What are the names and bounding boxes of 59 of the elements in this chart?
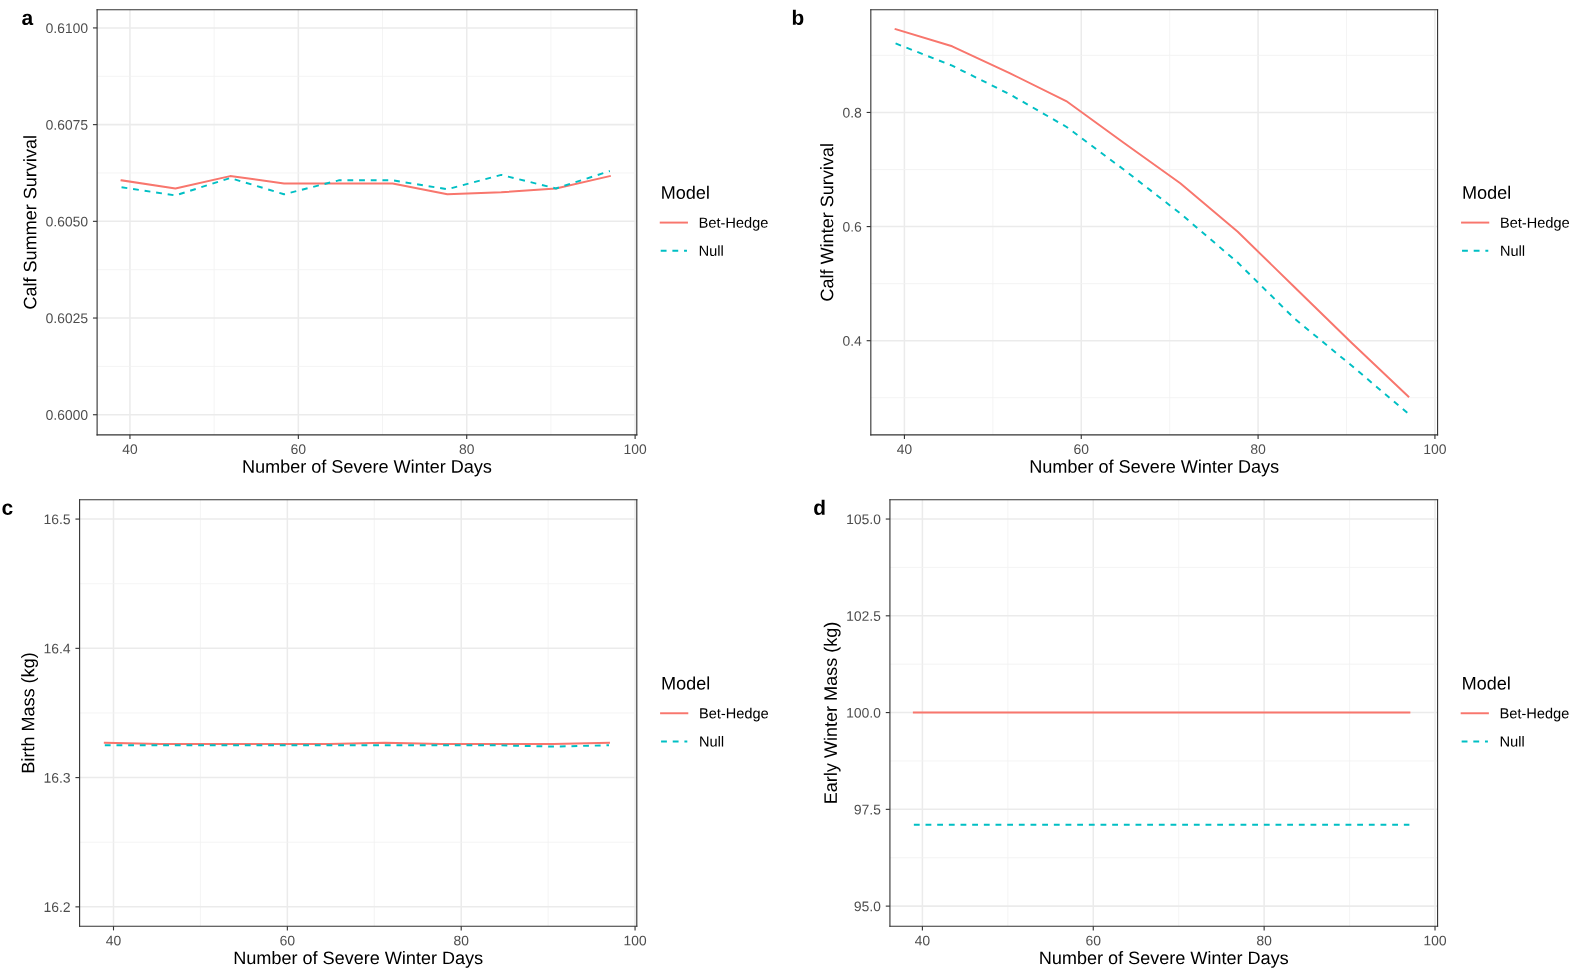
y-tick-label: 16.5	[44, 514, 70, 525]
y-axis-title: Birth Mass (kg)	[21, 653, 38, 773]
legend-title: Model	[1463, 676, 1510, 690]
chart-title: c	[2, 503, 13, 515]
legend-label: Null	[699, 245, 723, 257]
y-tick-label: 95.0	[854, 901, 881, 912]
chart-title: d	[814, 499, 825, 515]
legend-title: Model	[662, 185, 709, 199]
legend-title: Model	[1463, 185, 1511, 199]
y-tick-label: 0.6100	[46, 23, 88, 34]
y-tick-label: 16.3	[44, 772, 70, 783]
y-tick-label: 0.4	[843, 336, 862, 346]
x-axis-title: Number of Severe Winter Days	[1030, 459, 1279, 477]
x-tick-label: 80	[459, 444, 474, 455]
x-tick-label: 100	[624, 935, 647, 946]
x-tick-label: 100	[1424, 935, 1447, 946]
y-tick-label: 105.0	[847, 514, 881, 525]
x-tick-label: 80	[454, 935, 469, 946]
x-tick-label: 40	[122, 444, 138, 455]
x-tick-label: 40	[106, 935, 121, 946]
legend-label: Null	[1500, 735, 1524, 747]
x-tick-label: 60	[1074, 444, 1089, 455]
y-tick-label: 97.5	[854, 804, 881, 815]
x-tick-label: 80	[1257, 935, 1272, 946]
x-axis-title: Number of Severe Winter Days	[243, 459, 492, 477]
y-tick-label: 0.6	[843, 221, 862, 232]
legend-label: Null	[1501, 245, 1525, 257]
y-tick-label: 0.6075	[46, 119, 88, 130]
x-tick-label: 60	[291, 444, 306, 455]
y-tick-label: 0.6000	[46, 410, 88, 420]
x-tick-label: 60	[280, 935, 295, 946]
x-tick-label: 100	[1424, 444, 1446, 455]
x-tick-label: 80	[1250, 444, 1266, 455]
y-tick-label: 100.0	[847, 707, 881, 718]
legend-label: Null	[700, 735, 724, 747]
x-tick-label: 100	[624, 444, 647, 455]
y-axis-title: Calf Summer Survival	[23, 136, 37, 309]
legend-title: Model	[662, 676, 710, 690]
x-axis-title: Number of Severe Winter Days	[234, 951, 483, 968]
y-axis-title: Calf Winter Survival	[820, 144, 834, 301]
x-tick-label: 40	[897, 444, 912, 455]
legend-label: Bet-Hedge	[1501, 217, 1570, 231]
legend-label: Bet-Hedge	[1500, 707, 1569, 722]
x-tick-label: 40	[914, 935, 930, 946]
y-axis-title: Early Winter Mass (kg)	[823, 622, 841, 803]
y-tick-label: 0.6025	[46, 313, 88, 324]
x-axis-title: Number of Severe Winter Days	[1040, 951, 1289, 968]
line-series	[120, 170, 611, 197]
line-series	[120, 175, 611, 196]
legend-label: Bet-Hedge	[700, 707, 769, 722]
y-tick-label: 16.2	[44, 902, 70, 913]
chart-title: b	[792, 9, 804, 26]
y-tick-label: 0.8	[843, 107, 862, 118]
x-tick-label: 60	[1086, 935, 1101, 946]
y-tick-label: 102.5	[847, 611, 881, 621]
y-tick-label: 16.4	[44, 643, 71, 654]
legend-label: Bet-Hedge	[699, 217, 768, 231]
y-tick-label: 0.6050	[46, 216, 88, 227]
chart-title: a	[22, 13, 34, 26]
